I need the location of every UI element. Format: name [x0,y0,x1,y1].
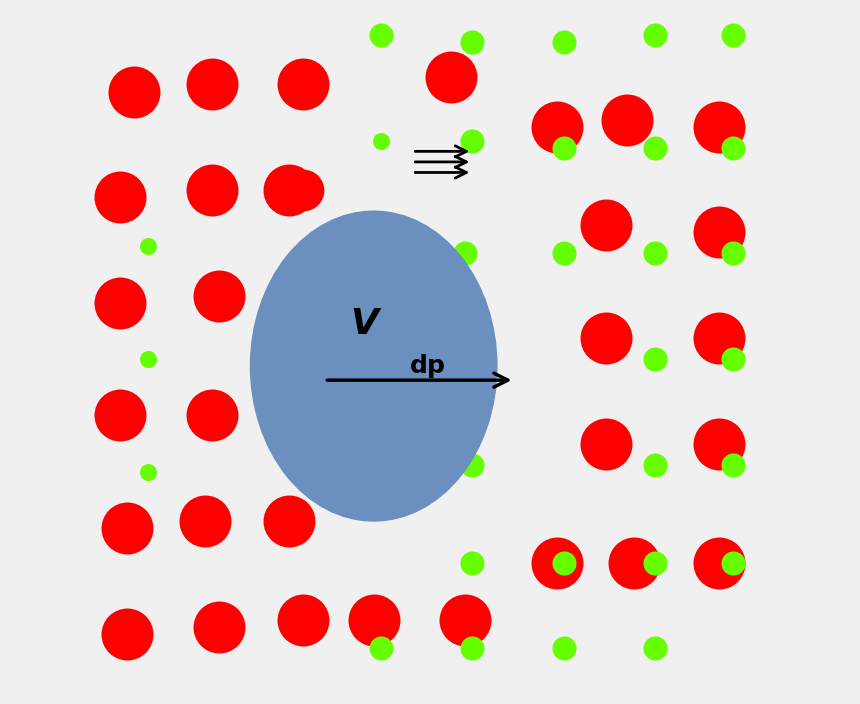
Point [648,142,662,153]
Point [445,72,458,83]
Ellipse shape [250,211,497,521]
Point [458,614,472,625]
Point [212,621,225,632]
Point [367,614,381,625]
Point [289,262,303,273]
Point [212,290,225,301]
Point [205,410,218,421]
Point [726,30,740,41]
Point [142,466,156,477]
Point [712,121,726,132]
Point [458,248,472,259]
Point [557,248,571,259]
Point [297,614,310,625]
Point [726,248,740,259]
Point [550,558,563,569]
Point [282,515,296,527]
Point [627,558,641,569]
Point [726,459,740,470]
Point [648,558,662,569]
Point [205,184,218,196]
Point [550,121,563,132]
Point [114,410,127,421]
Point [127,86,141,97]
Point [114,297,127,308]
Point [599,438,613,449]
Text: $\mathbf{dp}$: $\mathbf{dp}$ [408,352,445,380]
Point [465,558,479,569]
Point [374,30,388,41]
Point [648,30,662,41]
Point [648,459,662,470]
Point [297,184,310,196]
Point [712,438,726,449]
Point [557,142,571,153]
Point [465,642,479,653]
Point [712,227,726,238]
Point [726,558,740,569]
Point [297,79,310,90]
Point [726,353,740,365]
Point [120,628,134,639]
Point [648,248,662,259]
Point [712,332,726,344]
Point [142,353,156,365]
Point [289,375,303,386]
Point [142,241,156,252]
Text: $\bfit{V}$: $\bfit{V}$ [351,307,383,341]
Point [557,37,571,48]
Point [374,135,388,146]
Point [114,191,127,203]
Point [599,332,613,344]
Point [648,642,662,653]
Point [557,558,571,569]
Point [712,558,726,569]
Point [465,135,479,146]
Point [120,522,134,534]
Point [599,220,613,231]
Point [557,642,571,653]
Point [198,515,212,527]
Point [465,37,479,48]
Point [620,114,634,125]
Point [374,642,388,653]
Point [648,353,662,365]
Point [465,353,479,365]
Point [205,79,218,90]
Point [282,184,296,196]
Point [726,142,740,153]
Point [465,459,479,470]
